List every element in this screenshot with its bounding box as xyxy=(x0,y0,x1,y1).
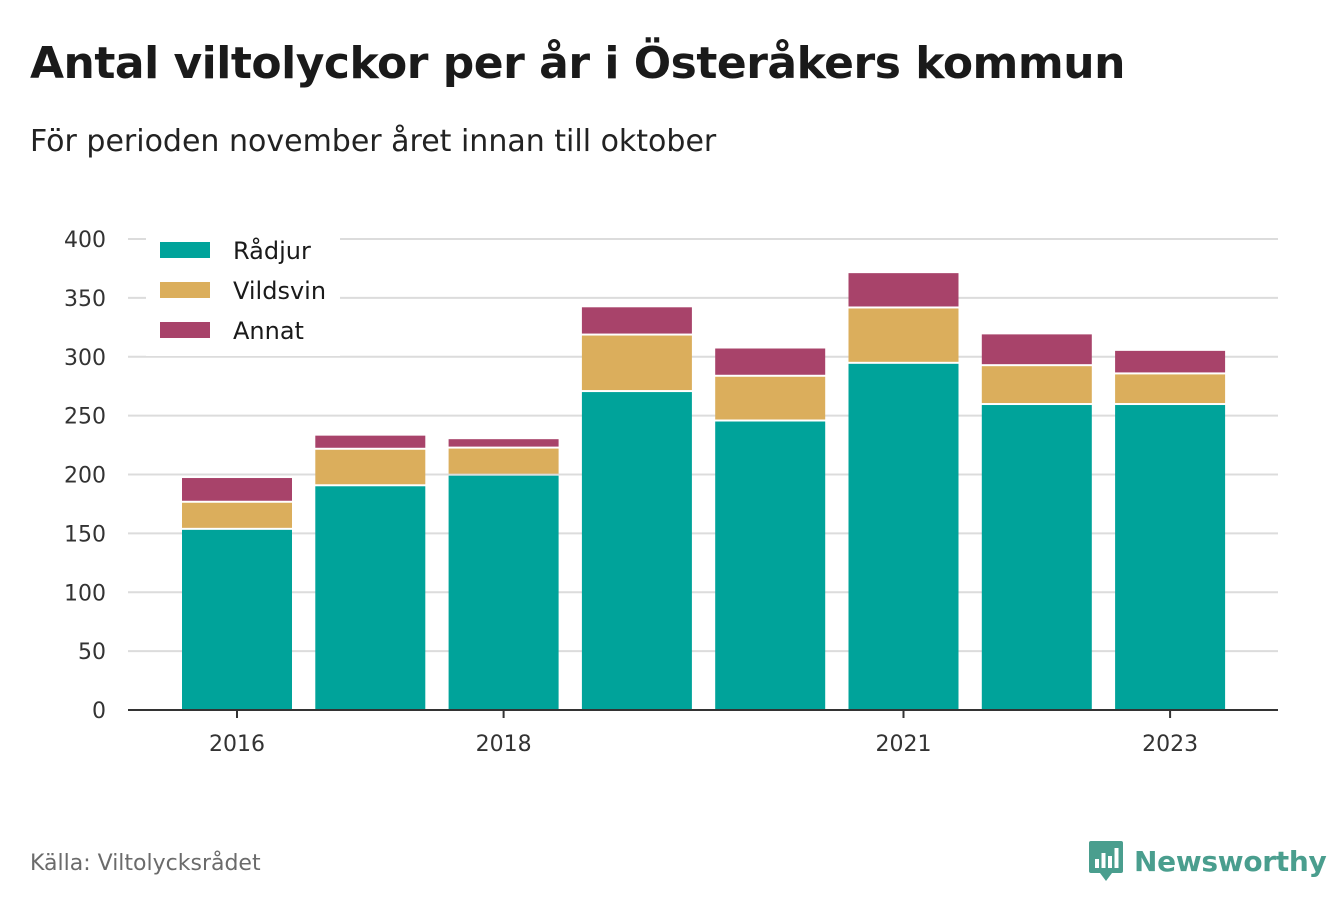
legend-label: Vildsvin xyxy=(233,277,326,305)
y-tick-label: 350 xyxy=(64,287,106,312)
bar-segment xyxy=(315,449,426,485)
bar-segment xyxy=(1115,350,1226,373)
bar-segment xyxy=(848,273,959,307)
bar-segment xyxy=(581,307,692,334)
legend-swatch xyxy=(160,242,210,258)
legend: Rådjur Vildsvin Annat xyxy=(146,232,340,356)
legend-swatch xyxy=(160,282,210,298)
y-tick-label: 150 xyxy=(64,522,106,547)
bar-segment xyxy=(448,439,559,447)
bar-segment xyxy=(182,502,292,528)
chart-subtitle: För perioden november året innan till ok… xyxy=(30,124,717,159)
bar-segment xyxy=(981,334,1092,365)
bar-segment xyxy=(715,348,826,375)
brand-logo[interactable]: Newsworthy xyxy=(1088,838,1327,884)
bar-segment xyxy=(715,376,826,420)
bar-segment xyxy=(448,475,559,710)
bar-segment xyxy=(1115,405,1226,710)
brand-name: Newsworthy xyxy=(1134,844,1327,878)
x-tick-label: 2016 xyxy=(209,732,265,757)
chart-title: Antal viltolyckor per år i Österåkers ko… xyxy=(30,38,1125,89)
bars xyxy=(182,273,1226,710)
y-tick-label: 100 xyxy=(64,581,106,606)
bar-segment xyxy=(981,405,1092,710)
y-tick-label: 0 xyxy=(92,699,106,724)
legend-label: Rådjur xyxy=(233,236,311,265)
bar-segment xyxy=(581,392,692,710)
bar-segment xyxy=(1115,374,1226,404)
bar-segment xyxy=(448,448,559,474)
bar-segment xyxy=(182,478,292,501)
bar-segment xyxy=(182,529,292,710)
bar-segment xyxy=(848,363,959,710)
y-tick-label: 200 xyxy=(64,464,106,489)
bar-segment xyxy=(315,435,426,448)
bar-segment xyxy=(848,308,959,362)
legend-swatch xyxy=(160,322,210,338)
legend-label: Annat xyxy=(233,317,304,345)
bar-segment xyxy=(315,486,426,710)
x-tick-label: 2018 xyxy=(476,732,532,757)
y-tick-label: 250 xyxy=(64,405,106,430)
bar-segment xyxy=(581,335,692,391)
y-tick-label: 300 xyxy=(64,346,106,371)
bar-segment xyxy=(715,421,826,710)
y-tick-label: 400 xyxy=(64,228,106,253)
axes: 0 50 100 150 200 250 300 350 400 2016 2018 2021 2023 xyxy=(64,228,1278,757)
source-note: Källa: Viltolycksrådet xyxy=(30,851,261,876)
y-tick-label: 50 xyxy=(78,640,106,665)
newsworthy-logo-icon xyxy=(1089,841,1123,881)
x-tick-label: 2023 xyxy=(1142,732,1198,757)
x-tick-label: 2021 xyxy=(876,732,932,757)
bar-segment xyxy=(981,366,1092,404)
